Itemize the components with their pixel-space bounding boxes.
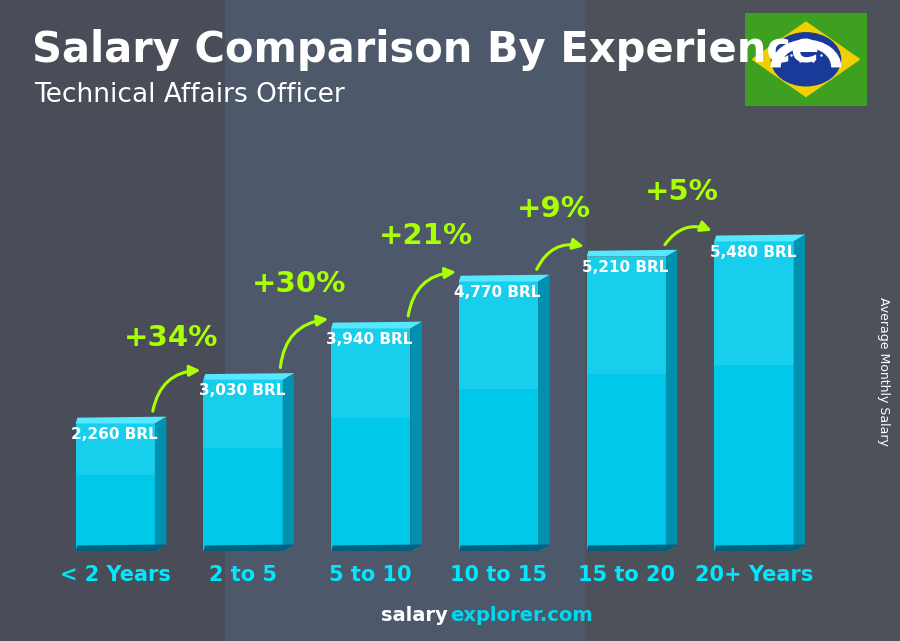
Text: Technical Affairs Officer: Technical Affairs Officer	[34, 82, 345, 108]
Bar	[203, 380, 283, 449]
Polygon shape	[587, 544, 678, 551]
Bar	[203, 380, 283, 551]
Text: +5%: +5%	[645, 178, 719, 206]
Text: +21%: +21%	[379, 222, 473, 250]
Bar	[331, 328, 410, 551]
Text: +30%: +30%	[251, 271, 346, 299]
Bar	[459, 281, 538, 551]
Polygon shape	[76, 544, 166, 551]
Bar	[715, 241, 794, 551]
Polygon shape	[331, 544, 422, 551]
Polygon shape	[715, 235, 806, 241]
Polygon shape	[587, 250, 678, 256]
Polygon shape	[538, 275, 550, 551]
Bar	[76, 424, 155, 474]
Polygon shape	[459, 275, 550, 281]
Bar	[715, 241, 794, 365]
Polygon shape	[410, 322, 422, 551]
Polygon shape	[715, 544, 806, 551]
Polygon shape	[283, 373, 294, 551]
Text: Salary Comparison By Experience: Salary Comparison By Experience	[32, 29, 819, 71]
Text: 3,030 BRL: 3,030 BRL	[199, 383, 285, 398]
Polygon shape	[752, 22, 860, 96]
Text: Average Monthly Salary: Average Monthly Salary	[878, 297, 890, 446]
Circle shape	[771, 33, 841, 86]
Bar	[76, 424, 155, 551]
Polygon shape	[76, 417, 166, 424]
Bar	[587, 256, 666, 551]
Text: +9%: +9%	[518, 196, 591, 223]
Text: 5,480 BRL: 5,480 BRL	[709, 245, 796, 260]
Bar	[459, 281, 538, 389]
Text: explorer.com: explorer.com	[450, 606, 592, 625]
Polygon shape	[155, 417, 166, 551]
Text: +34%: +34%	[123, 324, 218, 352]
Text: 3,940 BRL: 3,940 BRL	[327, 332, 413, 347]
Text: 4,770 BRL: 4,770 BRL	[454, 285, 540, 300]
Polygon shape	[203, 373, 294, 380]
Text: 5,210 BRL: 5,210 BRL	[581, 260, 668, 275]
Wedge shape	[771, 40, 841, 67]
Polygon shape	[331, 322, 422, 328]
Polygon shape	[459, 544, 550, 551]
Bar	[331, 328, 410, 417]
Text: 2,260 BRL: 2,260 BRL	[70, 427, 158, 442]
Polygon shape	[203, 544, 294, 551]
Bar	[587, 256, 666, 374]
Polygon shape	[666, 250, 678, 551]
Text: salary: salary	[381, 606, 447, 625]
Polygon shape	[794, 235, 806, 551]
